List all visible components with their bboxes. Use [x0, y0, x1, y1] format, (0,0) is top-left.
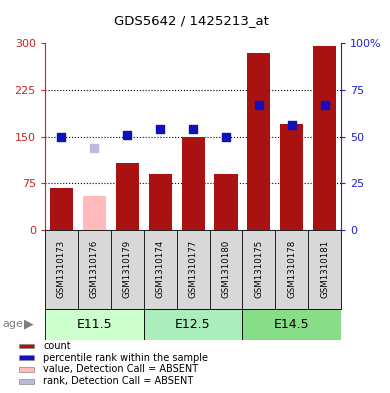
Bar — [45, 309, 144, 340]
Point — [157, 126, 163, 132]
Text: GSM1310178: GSM1310178 — [287, 240, 296, 298]
Text: percentile rank within the sample: percentile rank within the sample — [43, 353, 208, 363]
Text: GSM1310176: GSM1310176 — [90, 240, 99, 298]
Text: GSM1310180: GSM1310180 — [222, 240, 230, 298]
Bar — [19, 355, 34, 360]
Bar — [19, 344, 34, 348]
Bar — [19, 367, 34, 372]
Text: GSM1310179: GSM1310179 — [123, 240, 132, 298]
Text: age: age — [2, 319, 23, 329]
Bar — [116, 163, 139, 230]
Text: GSM1310181: GSM1310181 — [320, 240, 329, 298]
Text: count: count — [43, 341, 71, 351]
Text: ▶: ▶ — [24, 318, 34, 331]
Bar — [243, 309, 341, 340]
Point — [322, 102, 328, 108]
Text: value, Detection Call = ABSENT: value, Detection Call = ABSENT — [43, 364, 199, 375]
Point — [256, 102, 262, 108]
Text: rank, Detection Call = ABSENT: rank, Detection Call = ABSENT — [43, 376, 193, 386]
Bar — [181, 136, 205, 230]
Text: E12.5: E12.5 — [175, 318, 211, 331]
Point — [223, 133, 229, 140]
Text: GDS5642 / 1425213_at: GDS5642 / 1425213_at — [113, 14, 269, 27]
Bar — [149, 174, 172, 230]
Bar — [19, 379, 34, 384]
Text: GSM1310174: GSM1310174 — [156, 240, 165, 298]
Point — [58, 133, 64, 140]
Text: E11.5: E11.5 — [76, 318, 112, 331]
Text: GSM1310177: GSM1310177 — [188, 240, 198, 298]
Bar — [50, 188, 73, 230]
Bar — [247, 53, 270, 230]
Point — [124, 132, 130, 138]
Point — [91, 145, 98, 151]
Bar — [215, 174, 238, 230]
Bar — [280, 124, 303, 230]
Text: E14.5: E14.5 — [274, 318, 310, 331]
Bar — [144, 309, 243, 340]
Text: GSM1310173: GSM1310173 — [57, 240, 66, 298]
Point — [190, 126, 196, 132]
Text: GSM1310175: GSM1310175 — [254, 240, 263, 298]
Bar — [83, 196, 106, 230]
Bar — [313, 46, 336, 230]
Point — [289, 122, 295, 129]
